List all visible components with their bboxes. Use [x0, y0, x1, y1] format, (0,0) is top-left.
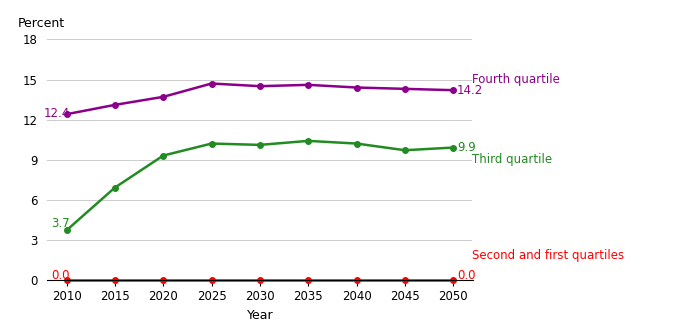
Text: 3.7: 3.7	[51, 216, 70, 230]
X-axis label: Year: Year	[246, 309, 273, 322]
Text: 12.4: 12.4	[43, 107, 70, 120]
Text: Third quartile: Third quartile	[472, 153, 553, 166]
Text: Fourth quartile: Fourth quartile	[472, 73, 560, 86]
Text: a: a	[0, 328, 1, 329]
Text: Second and first quartiles: Second and first quartiles	[472, 249, 624, 262]
Text: 0.0: 0.0	[457, 269, 475, 282]
Text: 0.0: 0.0	[51, 269, 70, 282]
Text: Percent: Percent	[18, 17, 65, 30]
Text: 14.2: 14.2	[457, 84, 483, 97]
Text: 9.9: 9.9	[457, 141, 476, 154]
